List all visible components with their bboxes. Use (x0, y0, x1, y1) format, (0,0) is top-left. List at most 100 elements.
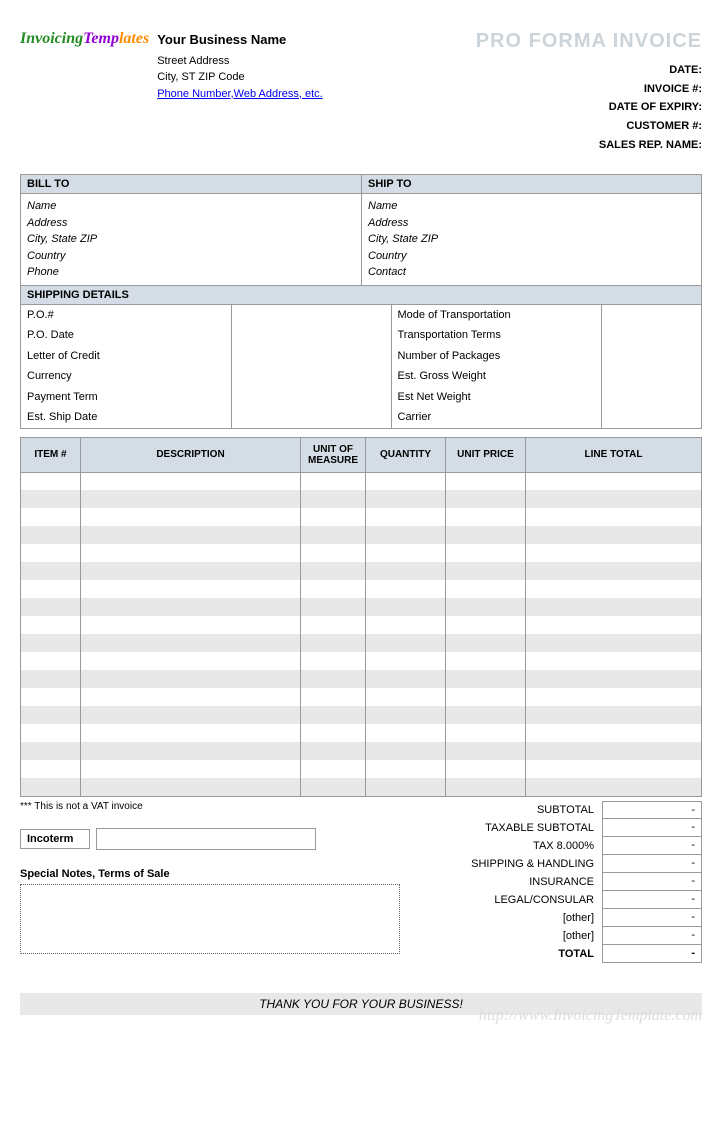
item-cell[interactable] (366, 526, 446, 544)
item-cell[interactable] (446, 508, 526, 526)
item-cell[interactable] (81, 634, 301, 652)
item-cell[interactable] (301, 724, 366, 742)
item-cell[interactable] (21, 760, 81, 778)
item-cell[interactable] (446, 652, 526, 670)
item-cell[interactable] (301, 508, 366, 526)
item-cell[interactable] (366, 760, 446, 778)
incoterm-input[interactable] (96, 828, 316, 850)
item-cell[interactable] (301, 562, 366, 580)
item-cell[interactable] (366, 562, 446, 580)
item-cell[interactable] (366, 508, 446, 526)
item-cell[interactable] (81, 688, 301, 706)
item-cell[interactable] (366, 778, 446, 796)
item-cell[interactable] (526, 598, 702, 616)
item-cell[interactable] (21, 472, 81, 490)
item-cell[interactable] (446, 526, 526, 544)
item-cell[interactable] (366, 472, 446, 490)
item-cell[interactable] (81, 526, 301, 544)
item-cell[interactable] (21, 670, 81, 688)
item-cell[interactable] (526, 526, 702, 544)
item-cell[interactable] (301, 634, 366, 652)
item-cell[interactable] (446, 598, 526, 616)
item-cell[interactable] (526, 706, 702, 724)
item-cell[interactable] (81, 652, 301, 670)
item-cell[interactable] (366, 598, 446, 616)
item-cell[interactable] (446, 670, 526, 688)
item-cell[interactable] (446, 472, 526, 490)
item-cell[interactable] (526, 490, 702, 508)
item-cell[interactable] (526, 670, 702, 688)
item-cell[interactable] (526, 562, 702, 580)
item-cell[interactable] (301, 670, 366, 688)
item-cell[interactable] (21, 526, 81, 544)
item-cell[interactable] (81, 562, 301, 580)
item-cell[interactable] (301, 760, 366, 778)
item-cell[interactable] (526, 688, 702, 706)
item-cell[interactable] (21, 580, 81, 598)
item-cell[interactable] (446, 490, 526, 508)
item-cell[interactable] (446, 706, 526, 724)
item-cell[interactable] (81, 742, 301, 760)
item-cell[interactable] (446, 724, 526, 742)
item-cell[interactable] (301, 526, 366, 544)
item-cell[interactable] (301, 706, 366, 724)
item-cell[interactable] (526, 634, 702, 652)
notes-input[interactable] (20, 884, 400, 954)
item-cell[interactable] (301, 490, 366, 508)
item-cell[interactable] (301, 580, 366, 598)
item-cell[interactable] (81, 580, 301, 598)
item-cell[interactable] (366, 724, 446, 742)
item-cell[interactable] (21, 598, 81, 616)
item-cell[interactable] (81, 598, 301, 616)
item-cell[interactable] (446, 616, 526, 634)
item-cell[interactable] (21, 724, 81, 742)
item-cell[interactable] (301, 742, 366, 760)
item-cell[interactable] (81, 778, 301, 796)
item-cell[interactable] (366, 616, 446, 634)
item-cell[interactable] (81, 760, 301, 778)
item-cell[interactable] (526, 616, 702, 634)
item-cell[interactable] (21, 706, 81, 724)
item-cell[interactable] (301, 598, 366, 616)
item-cell[interactable] (526, 472, 702, 490)
item-cell[interactable] (21, 508, 81, 526)
item-cell[interactable] (366, 670, 446, 688)
item-cell[interactable] (21, 562, 81, 580)
item-cell[interactable] (21, 490, 81, 508)
item-cell[interactable] (366, 490, 446, 508)
item-cell[interactable] (526, 580, 702, 598)
item-cell[interactable] (21, 778, 81, 796)
item-cell[interactable] (446, 742, 526, 760)
item-cell[interactable] (81, 706, 301, 724)
item-cell[interactable] (526, 742, 702, 760)
item-cell[interactable] (81, 670, 301, 688)
item-cell[interactable] (81, 472, 301, 490)
item-cell[interactable] (21, 616, 81, 634)
item-cell[interactable] (526, 508, 702, 526)
item-cell[interactable] (301, 544, 366, 562)
item-cell[interactable] (301, 616, 366, 634)
item-cell[interactable] (526, 760, 702, 778)
item-cell[interactable] (446, 688, 526, 706)
item-cell[interactable] (81, 544, 301, 562)
item-cell[interactable] (446, 778, 526, 796)
item-cell[interactable] (21, 544, 81, 562)
item-cell[interactable] (366, 742, 446, 760)
item-cell[interactable] (301, 778, 366, 796)
item-cell[interactable] (366, 688, 446, 706)
item-cell[interactable] (21, 634, 81, 652)
item-cell[interactable] (81, 724, 301, 742)
item-cell[interactable] (526, 652, 702, 670)
item-cell[interactable] (446, 760, 526, 778)
item-cell[interactable] (366, 544, 446, 562)
item-cell[interactable] (366, 706, 446, 724)
item-cell[interactable] (366, 634, 446, 652)
item-cell[interactable] (366, 652, 446, 670)
business-link[interactable]: Phone Number,Web Address, etc. (157, 88, 323, 100)
item-cell[interactable] (21, 742, 81, 760)
item-cell[interactable] (301, 688, 366, 706)
item-cell[interactable] (446, 580, 526, 598)
item-cell[interactable] (526, 778, 702, 796)
item-cell[interactable] (301, 652, 366, 670)
item-cell[interactable] (446, 562, 526, 580)
